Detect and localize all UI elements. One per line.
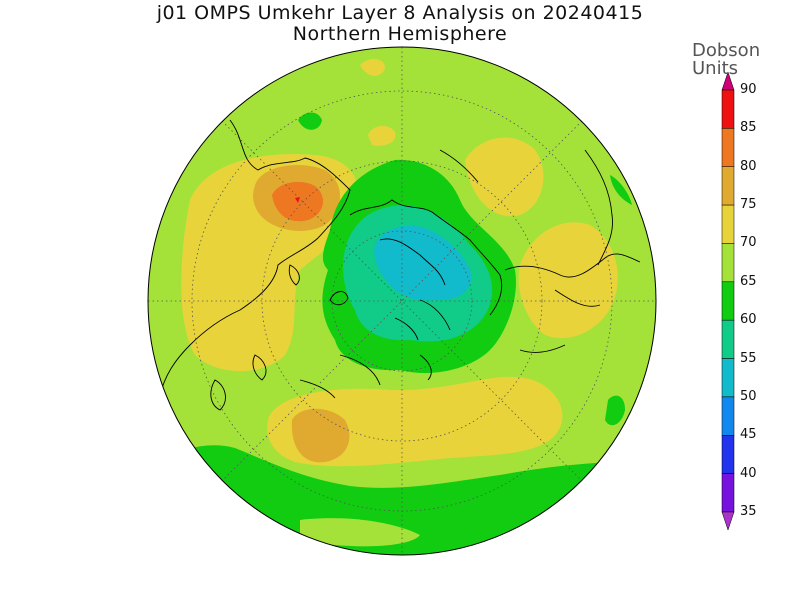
band-85-90-spot: [295, 197, 300, 203]
band-60-65-east: [605, 395, 625, 426]
colorbar-band-70-75: [721, 204, 735, 244]
colorbar-tick-label: 65: [740, 273, 757, 289]
colorbar-tick-label: 35: [740, 504, 757, 519]
colorbar-tick-label: 75: [740, 197, 757, 213]
band-70-75-east: [518, 222, 618, 339]
band-75-80-south: [291, 408, 350, 463]
colorbar-tick-label: 50: [740, 388, 757, 404]
colorbar-units-line2: Units: [692, 58, 739, 79]
colorbar-tick-label: 90: [740, 82, 757, 97]
colorbar-tick-label: 70: [740, 235, 757, 251]
colorbar-tick-label: 80: [740, 158, 757, 174]
colorbar-band-45-50: [721, 396, 735, 436]
band-50-55-arctic: [374, 225, 472, 301]
colorbar-band-35-40: [721, 473, 735, 513]
colorbar-band-85-90: [721, 89, 735, 129]
globe-outline: [147, 46, 657, 556]
colorbar-tick-label: 60: [740, 312, 757, 328]
map-title: j01 OMPS Umkehr Layer 8 Analysis on 2024…: [156, 2, 644, 24]
colorbar-band-40-45: [721, 435, 735, 474]
colorbar-band-60-65: [721, 281, 735, 321]
map-subtitle: Northern Hemisphere: [292, 23, 508, 45]
band-60-65-south: [148, 445, 656, 555]
band-70-75-north: [465, 137, 544, 217]
graticule: [148, 47, 656, 555]
colorbar-tick-label: 85: [740, 120, 757, 136]
band-70-75-small: [368, 125, 396, 146]
colorbar-band-65-70: [721, 243, 735, 283]
band-60-65-small: [298, 112, 322, 130]
colorbar-band-55-60: [721, 319, 735, 359]
colorbar-band-80-85: [721, 128, 735, 167]
colorbar-tick-label: 45: [740, 427, 757, 443]
colorbar-tick-label: 55: [740, 350, 757, 366]
colorbar-arrow-bottom: [721, 511, 735, 531]
colorbar-band-50-55: [721, 358, 735, 398]
colorbar-units-line1: Dobson: [692, 40, 761, 61]
ozone-field: [148, 47, 656, 555]
coastlines: [159, 119, 641, 411]
band-60-65-northeast: [610, 175, 632, 205]
colorbar: [721, 71, 735, 531]
band-65-70-inset: [300, 518, 420, 547]
colorbar-band-75-80: [721, 166, 735, 206]
band-70-75-top: [360, 58, 385, 76]
colorbar-tick-label: 40: [740, 465, 757, 481]
